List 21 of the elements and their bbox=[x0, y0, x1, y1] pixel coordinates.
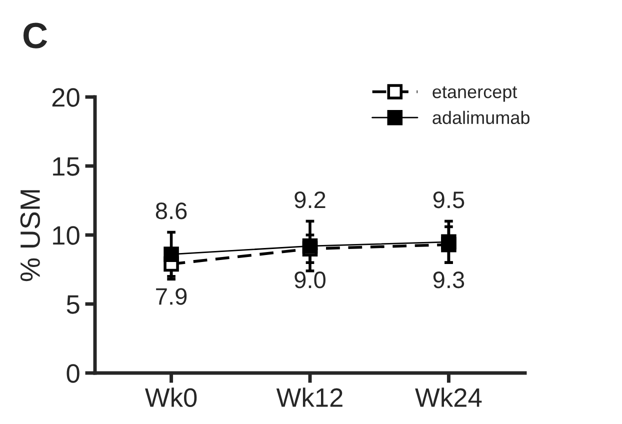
point bbox=[302, 238, 318, 254]
data-label: 9.0 bbox=[294, 272, 326, 288]
y-tick-label: 20 bbox=[52, 88, 80, 107]
legend-label: adalimumab bbox=[432, 110, 530, 124]
y-tick-label: 5 bbox=[66, 295, 80, 314]
y-tick-label: 15 bbox=[53, 157, 80, 176]
legend-label: etanercept bbox=[432, 86, 518, 102]
data-label: 9.2 bbox=[294, 191, 326, 208]
data-label: 7.9 bbox=[156, 288, 187, 305]
data-label: 8.6 bbox=[156, 202, 187, 220]
data-label: 9.5 bbox=[433, 191, 464, 208]
x-tick-label: Wk12 bbox=[276, 388, 342, 407]
data-label: 9.3 bbox=[433, 272, 464, 288]
y-axis-title: % USM bbox=[20, 190, 40, 282]
point bbox=[164, 246, 179, 262]
x-tick-label: Wk0 bbox=[145, 388, 197, 407]
chart-title: C bbox=[23, 22, 48, 48]
x-tick-label: Wk24 bbox=[415, 388, 482, 407]
point bbox=[441, 234, 456, 250]
y-tick-label: 0 bbox=[66, 364, 80, 383]
y-tick-label: 10 bbox=[53, 226, 80, 245]
